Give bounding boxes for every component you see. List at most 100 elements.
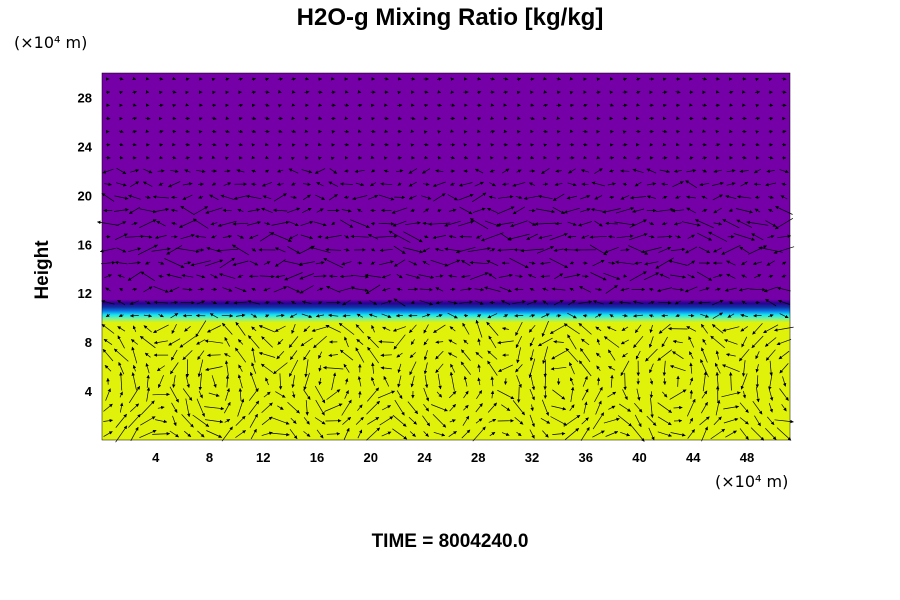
wind-vector bbox=[210, 222, 218, 226]
wind-vector bbox=[687, 260, 696, 266]
wind-vector bbox=[195, 320, 207, 338]
x-tick-label: 40 bbox=[632, 450, 646, 465]
wind-vector bbox=[249, 234, 259, 239]
wind-vector bbox=[710, 335, 726, 349]
wind-vector bbox=[752, 400, 763, 415]
wind-vector bbox=[605, 431, 619, 437]
wind-vector bbox=[447, 194, 458, 201]
wind-vector bbox=[153, 207, 170, 213]
wind-vector bbox=[97, 220, 119, 226]
wind-vector bbox=[368, 194, 379, 200]
wind-vector bbox=[181, 414, 194, 428]
wind-vector bbox=[140, 400, 155, 415]
wind-vector bbox=[235, 313, 246, 318]
wind-vector bbox=[315, 261, 325, 265]
wind-vector bbox=[777, 286, 791, 292]
wind-vector bbox=[636, 388, 641, 401]
wind-vector bbox=[459, 300, 473, 304]
wind-vector bbox=[183, 430, 192, 438]
wind-vector bbox=[114, 195, 129, 200]
wind-vector bbox=[357, 208, 363, 213]
wind-vector bbox=[457, 220, 475, 227]
wind-vector bbox=[276, 300, 284, 305]
wind-vector bbox=[261, 207, 273, 214]
wind-vector bbox=[592, 412, 605, 430]
wind-vector bbox=[140, 271, 155, 282]
wind-vector bbox=[130, 339, 139, 345]
wind-vector bbox=[408, 195, 417, 200]
wind-vector bbox=[303, 431, 311, 437]
mixing-ratio-field bbox=[102, 73, 790, 440]
wind-vector bbox=[755, 351, 760, 360]
wind-vector bbox=[620, 287, 630, 292]
wind-vector bbox=[763, 286, 778, 293]
wind-vector bbox=[158, 274, 164, 279]
wind-vector bbox=[649, 391, 654, 399]
wind-vector bbox=[448, 390, 457, 399]
wind-vector bbox=[410, 208, 416, 212]
wind-vector bbox=[578, 360, 592, 377]
wind-vector bbox=[648, 221, 655, 226]
wind-vector bbox=[127, 271, 142, 281]
wind-vector bbox=[497, 221, 514, 227]
wind-vector bbox=[153, 340, 168, 345]
wind-vector bbox=[288, 234, 299, 240]
wind-vector bbox=[409, 352, 416, 359]
wind-vector bbox=[515, 335, 523, 349]
wind-vector bbox=[137, 244, 158, 256]
wind-vector bbox=[617, 415, 633, 427]
wind-vector bbox=[205, 366, 223, 372]
wind-vector bbox=[713, 207, 722, 214]
wind-vector bbox=[277, 339, 284, 345]
wind-vector bbox=[689, 417, 694, 424]
wind-vector bbox=[224, 169, 231, 173]
wind-vector bbox=[581, 417, 589, 425]
wind-vector bbox=[507, 233, 530, 241]
wind-vector bbox=[503, 314, 509, 318]
wind-vector bbox=[423, 208, 430, 213]
wind-vector bbox=[302, 207, 312, 214]
wind-vector bbox=[381, 274, 391, 279]
wind-vector bbox=[423, 234, 429, 239]
wind-vector bbox=[569, 261, 574, 265]
wind-vector bbox=[103, 403, 113, 412]
wind-vector bbox=[271, 417, 290, 425]
wind-vector bbox=[622, 352, 628, 358]
wind-vector bbox=[403, 231, 423, 243]
wind-vector bbox=[435, 300, 443, 305]
y-tick-label: 4 bbox=[85, 384, 93, 399]
wind-vector bbox=[486, 260, 499, 267]
wind-vector bbox=[448, 274, 457, 278]
wind-vector bbox=[563, 273, 581, 279]
wind-vector bbox=[497, 389, 515, 400]
wind-vector bbox=[431, 404, 448, 412]
wind-vector bbox=[670, 432, 686, 437]
wind-vector bbox=[475, 403, 483, 413]
wind-vector bbox=[569, 404, 575, 412]
wind-vector bbox=[338, 322, 355, 335]
y-tick-label: 24 bbox=[78, 139, 93, 154]
wind-vector bbox=[437, 373, 442, 390]
wind-vector bbox=[582, 314, 588, 318]
wind-vector bbox=[225, 375, 230, 388]
wind-vector bbox=[407, 401, 419, 415]
wind-vector bbox=[472, 207, 486, 213]
wind-vector bbox=[225, 388, 230, 401]
y-tick-label: 16 bbox=[78, 237, 92, 252]
wind-vector bbox=[662, 195, 668, 200]
wind-vector bbox=[628, 233, 648, 241]
wind-vector bbox=[274, 247, 286, 253]
wind-vector bbox=[132, 364, 137, 372]
wind-vector bbox=[583, 401, 588, 414]
wind-vector bbox=[480, 232, 504, 242]
wind-vector bbox=[537, 337, 553, 347]
wind-vector bbox=[258, 325, 276, 333]
wind-vector bbox=[763, 324, 779, 334]
wind-vector bbox=[488, 418, 497, 423]
wind-vector bbox=[364, 273, 382, 278]
wind-vector bbox=[564, 428, 580, 440]
wind-vector bbox=[105, 313, 111, 318]
wind-vector bbox=[422, 415, 431, 427]
wind-vector bbox=[629, 219, 648, 228]
wind-vector bbox=[410, 143, 415, 147]
